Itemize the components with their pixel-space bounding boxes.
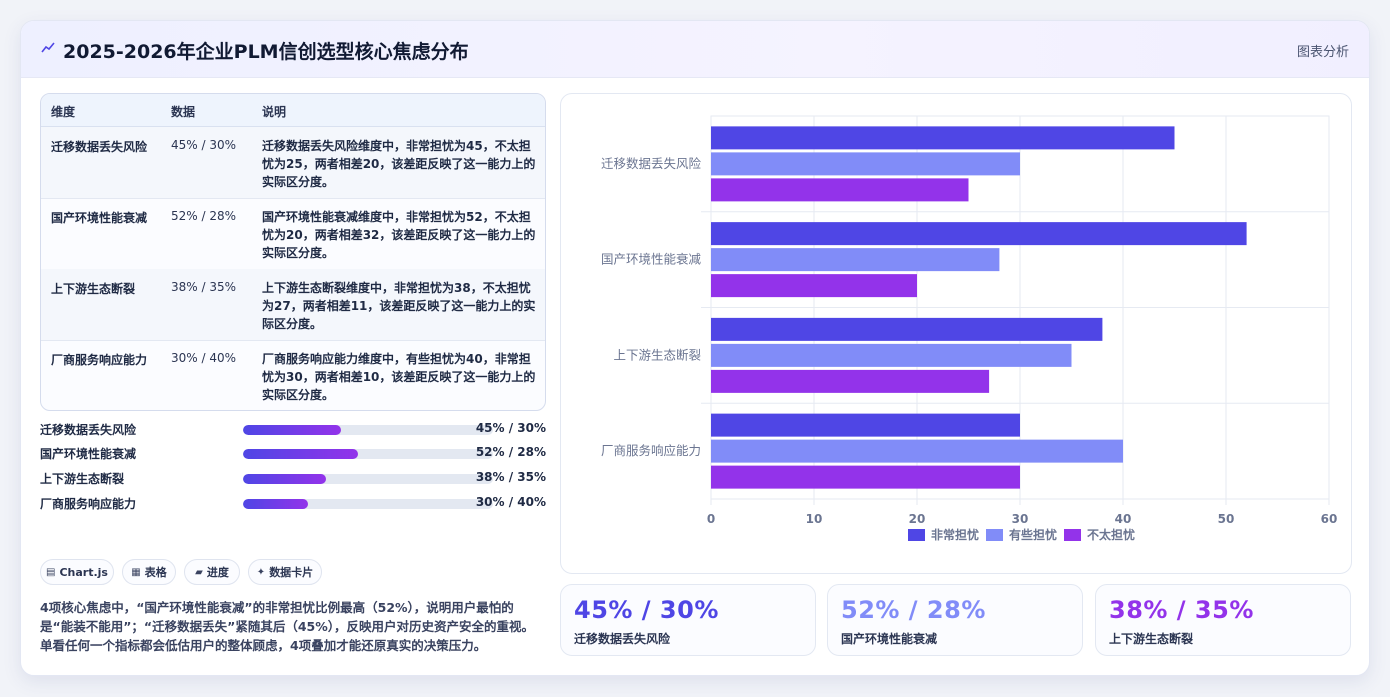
header: 2025-2026年企业PLM信创选型核心焦虑分布 图表分析 [21,21,1369,78]
bar [711,152,1020,176]
legend-swatch [908,529,925,541]
bar [711,439,1123,463]
table-icon: ▦ [131,566,141,578]
row-data: 38% / 35% [171,280,237,294]
trend-icon [41,42,55,53]
bar-chart: 0 10 20 30 40 50 60 迁移数据丢失风险国产环境性能衰减上下游生态断裂厂商服务… [601,115,1338,542]
stat-card: 52% / 28% 国产环境性能衰减 [827,584,1083,656]
row-dimension: 国产环境性能衰减 [51,211,148,225]
table-header: 维度 数据 说明 [41,94,545,127]
bar [711,274,917,298]
table-row: 国产环境性能衰减 52% / 28% 国产环境性能衰减维度中，非常担忧为52，不… [41,198,545,270]
x-tick-label: 20 [909,512,926,526]
y-tick-label: 厂商服务响应能力 [601,443,701,458]
x-tick-label: 10 [806,512,823,526]
row-note: 国产环境性能衰减维度中，非常担忧为52，不太担忧为20，两者相差32，该差距反映… [262,210,536,260]
progress-row: 迁移数据丢失风险 45% / 30% [40,420,546,440]
x-tick-label: 40 [1115,512,1132,526]
progress-icon: ▰ [195,566,203,578]
x-tick-label: 50 [1218,512,1235,526]
chart-analysis-link[interactable]: 图表分析 [1296,45,1349,60]
main-card: 2025-2026年企业PLM信创选型核心焦虑分布 图表分析 维度 数据 说明 … [20,20,1370,676]
legend-label: 非常担忧 [931,527,979,542]
row-note: 厂商服务响应能力维度中，有些担忧为40，非常担忧为30，两者相差10，该差距反映… [262,352,536,402]
row-data: 30% / 40% [171,351,237,365]
x-tick-label: 0 [707,512,715,526]
progress-row: 上下游生态断裂 38% / 35% [40,469,546,489]
row-data: 45% / 30% [171,138,237,152]
bar [711,222,1247,246]
row-dimension: 迁移数据丢失风险 [51,140,148,154]
card-icon: ✦ [256,566,266,578]
chip-chartjs[interactable]: ▤ Chart.js [40,559,114,585]
bar [711,413,1020,437]
progress-track [243,499,493,509]
stat-label: 国产环境性能衰减 [841,632,938,646]
progress-fill [243,449,358,459]
legend-label: 不太担忧 [1087,527,1135,542]
stat-value: 38% / 35% [1109,596,1254,624]
row-note: 上下游生态断裂维度中，非常担忧为38，不太担忧为27，两者相差11，该差距反映了… [262,281,536,331]
summary-text: 4项核心焦虑中，“国产环境性能衰减”的非常担忧比例最高（52%），说明用户最怕的… [40,600,535,653]
progress-label: 迁移数据丢失风险 [40,423,137,437]
legend-label: 有些担忧 [1009,527,1057,542]
bar [711,465,1020,489]
chip-label: 表格 [144,566,167,579]
progress-row: 厂商服务响应能力 30% / 40% [40,494,546,514]
row-data: 52% / 28% [171,209,237,223]
progress-track [243,425,493,435]
stat-label: 迁移数据丢失风险 [574,632,671,646]
progress-track [243,449,493,459]
table-row: 迁移数据丢失风险 45% / 30% 迁移数据丢失风险维度中，非常担忧为45，不… [41,127,545,199]
column-header-note: 说明 [262,105,287,119]
progress-row: 国产环境性能衰减 52% / 28% [40,444,546,464]
column-header-data: 数据 [171,105,196,119]
bar [711,248,1000,272]
legend-swatch [986,529,1003,541]
progress-label: 厂商服务响应能力 [40,497,137,511]
y-tick-label: 迁移数据丢失风险 [601,156,702,171]
progress-label: 上下游生态断裂 [40,472,125,486]
progress-fill [243,499,308,509]
bar [711,317,1103,341]
progress-value: 38% / 35% [475,470,546,484]
x-tick-label: 30 [1012,512,1029,526]
column-header-dimension: 维度 [51,105,76,119]
row-dimension: 厂商服务响应能力 [51,353,148,367]
bar [711,126,1175,150]
legend-swatch [1064,529,1081,541]
stat-value: 52% / 28% [841,596,986,624]
progress-track [243,474,493,484]
row-dimension: 上下游生态断裂 [51,282,136,296]
y-tick-label: 国产环境性能衰减 [601,252,702,267]
chip-label: 进度 [206,566,229,579]
stat-card: 45% / 30% 迁移数据丢失风险 [560,584,816,656]
progress-value: 52% / 28% [475,445,546,459]
chart-panel: 0 10 20 30 40 50 60 迁移数据丢失风险 国产环境性能衰减上下游生态断裂厂商服务… [560,93,1352,574]
chip-label: Chart.js [59,565,108,579]
progress-label: 国产环境性能衰减 [40,447,137,461]
y-tick-label: 上下游生态断裂 [613,347,701,362]
stat-value: 45% / 30% [574,596,719,624]
stat-card: 38% / 35% 上下游生态断裂 [1095,584,1351,656]
progress-value: 30% / 40% [475,495,546,509]
table-row: 上下游生态断裂 38% / 35% 上下游生态断裂维度中，非常担忧为38，不太担… [41,269,545,341]
data-table: 维度 数据 说明 迁移数据丢失风险 45% / 30% 迁移数据丢失风险维度中，… [40,93,546,411]
row-note: 迁移数据丢失风险维度中，非常担忧为45，不太担忧为25，两者相差20，该差距反映… [262,139,536,189]
x-tick-label: 60 [1321,512,1338,526]
progress-fill [243,474,326,484]
chip-data-card[interactable]: ✦ 数据卡片 [248,559,322,585]
progress-fill [243,425,341,435]
chip-progress[interactable]: ▰ 进度 [184,559,240,585]
bar [711,178,969,202]
bar [711,343,1072,367]
page-title: 2025-2026年企业PLM信创选型核心焦虑分布 [63,41,469,63]
bar [711,369,990,393]
chart-icon: ▤ [46,566,56,578]
chip-label: 数据卡片 [269,566,314,579]
progress-value: 45% / 30% [475,421,546,435]
stat-label: 上下游生态断裂 [1109,632,1194,646]
chip-table[interactable]: ▦ 表格 [122,559,176,585]
table-row: 厂商服务响应能力 30% / 40% 厂商服务响应能力维度中，有些担忧为40，非… [41,340,545,410]
